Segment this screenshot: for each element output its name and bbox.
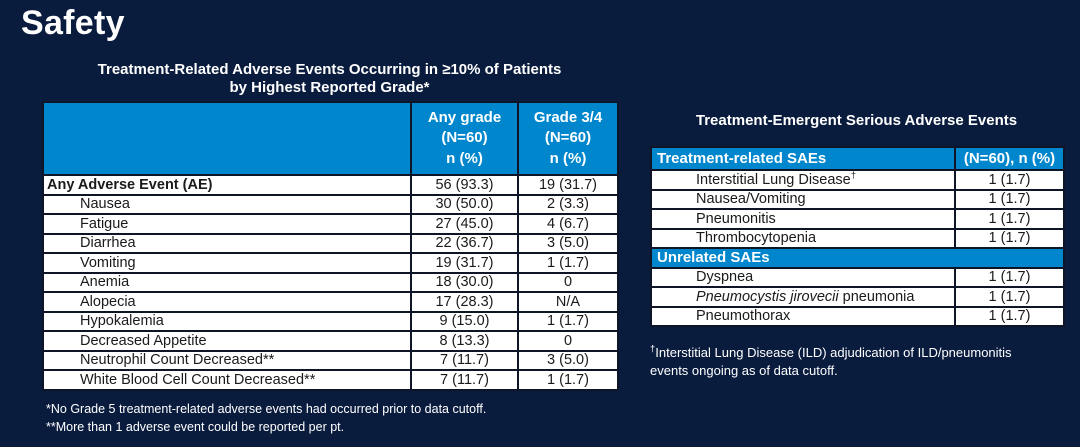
right-table-body: Interstitial Lung Disease† 1 (1.7) Nausea/… bbox=[650, 169, 1065, 327]
left-table-header-row: Any grade (N=60) n (%) Grade 3/4 (N=60) … bbox=[42, 101, 619, 176]
sae-value-cell: 1 (1.7) bbox=[954, 286, 1065, 308]
ae-label-cell: Hypokalemia bbox=[42, 310, 412, 332]
ae-label-cell: Vomiting bbox=[42, 252, 412, 274]
ae-label-cell: Nausea bbox=[42, 193, 412, 215]
ae-label-cell: Anemia bbox=[42, 271, 412, 293]
page-title: Safety bbox=[21, 4, 125, 42]
any-grade-value-cell: 7 (11.7) bbox=[410, 369, 519, 391]
table-row: Any Adverse Event (AE) 56 (93.3) 19 (31.7) bbox=[42, 174, 619, 196]
footnote-grade5: *No Grade 5 treatment-related adverse ev… bbox=[46, 402, 487, 416]
header-line: Any grade bbox=[427, 109, 502, 127]
footnote-multiple-events: **More than 1 adverse event could be rep… bbox=[46, 419, 345, 434]
sae-label-cell: Pneumonitis bbox=[650, 208, 956, 230]
sae-value-cell: 1 (1.7) bbox=[954, 305, 1065, 327]
grade-3-4-value-cell: 3 (5.0) bbox=[517, 232, 619, 254]
ae-label-cell: White Blood Cell Count Decreased** bbox=[42, 369, 412, 391]
sae-label-cell: Pneumothorax bbox=[650, 305, 956, 327]
right-table-title: Treatment-Emergent Serious Adverse Event… bbox=[695, 112, 1018, 129]
table-row: White Blood Cell Count Decreased** 7 (11.… bbox=[42, 369, 619, 391]
ae-label-cell: Any Adverse Event (AE) bbox=[42, 174, 412, 196]
col-header-treatment-related-saes: Treatment-related SAEs bbox=[650, 146, 956, 171]
sae-label-cell: Pneumocystis jirovecii pneumonia bbox=[650, 286, 956, 308]
left-table-body: Any Adverse Event (AE) 56 (93.3) 19 (31.7)… bbox=[42, 174, 619, 391]
grade-3-4-value-cell: 2 (3.3) bbox=[517, 193, 619, 215]
ae-label-cell: Decreased Appetite bbox=[42, 330, 412, 352]
sae-value-cell: 1 (1.7) bbox=[954, 188, 1065, 210]
section-row: Unrelated SAEs bbox=[650, 247, 1065, 269]
table-row: Pneumocystis jirovecii pneumonia 1 (1.7) bbox=[650, 286, 1065, 308]
grade-3-4-value-cell: 0 bbox=[517, 271, 619, 293]
sae-value-cell: 1 (1.7) bbox=[954, 227, 1065, 249]
table-row: Pneumothorax 1 (1.7) bbox=[650, 305, 1065, 327]
col-header-n-60: (N=60), n (%) bbox=[954, 146, 1065, 171]
header-line: n (%) bbox=[549, 149, 587, 167]
table-row: Diarrhea 22 (36.7) 3 (5.0) bbox=[42, 232, 619, 254]
table-row: Vomiting 19 (31.7) 1 (1.7) bbox=[42, 252, 619, 274]
ae-label-cell: Diarrhea bbox=[42, 232, 412, 254]
adverse-events-table: Any grade (N=60) n (%) Grade 3/4 (N=60) … bbox=[42, 101, 619, 391]
sae-label-cell: Nausea/Vomiting bbox=[650, 188, 956, 210]
table-row: Interstitial Lung Disease† 1 (1.7) bbox=[650, 169, 1065, 191]
italic-species-name: Pneumocystis jirovecii bbox=[696, 288, 839, 305]
right-table-header-row: Treatment-related SAEs (N=60), n (%) bbox=[650, 146, 1065, 171]
grade-3-4-value-cell: 1 (1.7) bbox=[517, 369, 619, 391]
dagger-symbol: † bbox=[850, 170, 857, 181]
grade-3-4-value-cell: 0 bbox=[517, 330, 619, 352]
any-grade-value-cell: 8 (13.3) bbox=[410, 330, 519, 352]
any-grade-value-cell: 30 (50.0) bbox=[410, 193, 519, 215]
grade-3-4-value-cell: 1 (1.7) bbox=[517, 252, 619, 274]
any-grade-value-cell: 56 (93.3) bbox=[410, 174, 519, 196]
section-header-cell: Unrelated SAEs bbox=[650, 247, 1065, 269]
left-table-title: Treatment-Related Adverse Events Occurri… bbox=[42, 61, 617, 98]
table-row: Hypokalemia 9 (15.0) 1 (1.7) bbox=[42, 310, 619, 332]
table-row: Anemia 18 (30.0) 0 bbox=[42, 271, 619, 293]
table-row: Nausea/Vomiting 1 (1.7) bbox=[650, 188, 1065, 210]
header-line: (N=60) bbox=[544, 129, 592, 147]
left-table-title-line1: Treatment-Related Adverse Events Occurri… bbox=[97, 61, 562, 78]
header-line: Grade 3/4 bbox=[533, 109, 603, 127]
footnote-ild-text: Interstitial Lung Disease (ILD) adjudica… bbox=[650, 345, 1012, 378]
any-grade-value-cell: 19 (31.7) bbox=[410, 252, 519, 274]
grade-3-4-value-cell: N/A bbox=[517, 291, 619, 313]
any-grade-value-cell: 22 (36.7) bbox=[410, 232, 519, 254]
grade-3-4-value-cell: 19 (31.7) bbox=[517, 174, 619, 196]
table-row: Dyspnea 1 (1.7) bbox=[650, 266, 1065, 288]
any-grade-value-cell: 9 (15.0) bbox=[410, 310, 519, 332]
table-row: Alopecia 17 (28.3) N/A bbox=[42, 291, 619, 313]
sae-value-cell: 1 (1.7) bbox=[954, 208, 1065, 230]
table-row: Thrombocytopenia 1 (1.7) bbox=[650, 227, 1065, 249]
any-grade-value-cell: 17 (28.3) bbox=[410, 291, 519, 313]
any-grade-value-cell: 27 (45.0) bbox=[410, 213, 519, 235]
sae-label-cell: Interstitial Lung Disease† bbox=[650, 169, 956, 191]
table-row: Pneumonitis 1 (1.7) bbox=[650, 208, 1065, 230]
header-line: (N=60) bbox=[441, 129, 488, 147]
serious-adverse-events-table: Treatment-related SAEs (N=60), n (%) Int… bbox=[650, 146, 1065, 327]
table-row: Neutrophil Count Decreased** 7 (11.7) 3 (5… bbox=[42, 349, 619, 371]
sae-value-cell: 1 (1.7) bbox=[954, 266, 1065, 288]
sae-label-cell: Dyspnea bbox=[650, 266, 956, 288]
grade-3-4-value-cell: 3 (5.0) bbox=[517, 349, 619, 371]
any-grade-value-cell: 18 (30.0) bbox=[410, 271, 519, 293]
grade-3-4-value-cell: 4 (6.7) bbox=[517, 213, 619, 235]
col-header-any-grade: Any grade (N=60) n (%) bbox=[410, 101, 519, 176]
dagger-symbol: † bbox=[650, 343, 656, 355]
left-table-footnotes: *No Grade 5 treatment-related adverse ev… bbox=[46, 401, 606, 437]
right-table-footnote: †Interstitial Lung Disease (ILD) adjudic… bbox=[650, 344, 1046, 379]
table-row: Nausea 30 (50.0) 2 (3.3) bbox=[42, 193, 619, 215]
table-row: Fatigue 27 (45.0) 4 (6.7) bbox=[42, 213, 619, 235]
header-line: n (%) bbox=[446, 149, 483, 167]
ae-label-cell: Fatigue bbox=[42, 213, 412, 235]
ae-label-cell: Alopecia bbox=[42, 291, 412, 313]
col-header-grade-3-4: Grade 3/4 (N=60) n (%) bbox=[517, 101, 619, 176]
empty-header-cell bbox=[42, 101, 412, 176]
ae-label-cell: Neutrophil Count Decreased** bbox=[42, 349, 412, 371]
grade-3-4-value-cell: 1 (1.7) bbox=[517, 310, 619, 332]
any-grade-value-cell: 7 (11.7) bbox=[410, 349, 519, 371]
left-table-title-line2: by Highest Reported Grade* bbox=[229, 79, 430, 97]
sae-label-cell: Thrombocytopenia bbox=[650, 227, 956, 249]
sae-value-cell: 1 (1.7) bbox=[954, 169, 1065, 191]
table-row: Decreased Appetite 8 (13.3) 0 bbox=[42, 330, 619, 352]
